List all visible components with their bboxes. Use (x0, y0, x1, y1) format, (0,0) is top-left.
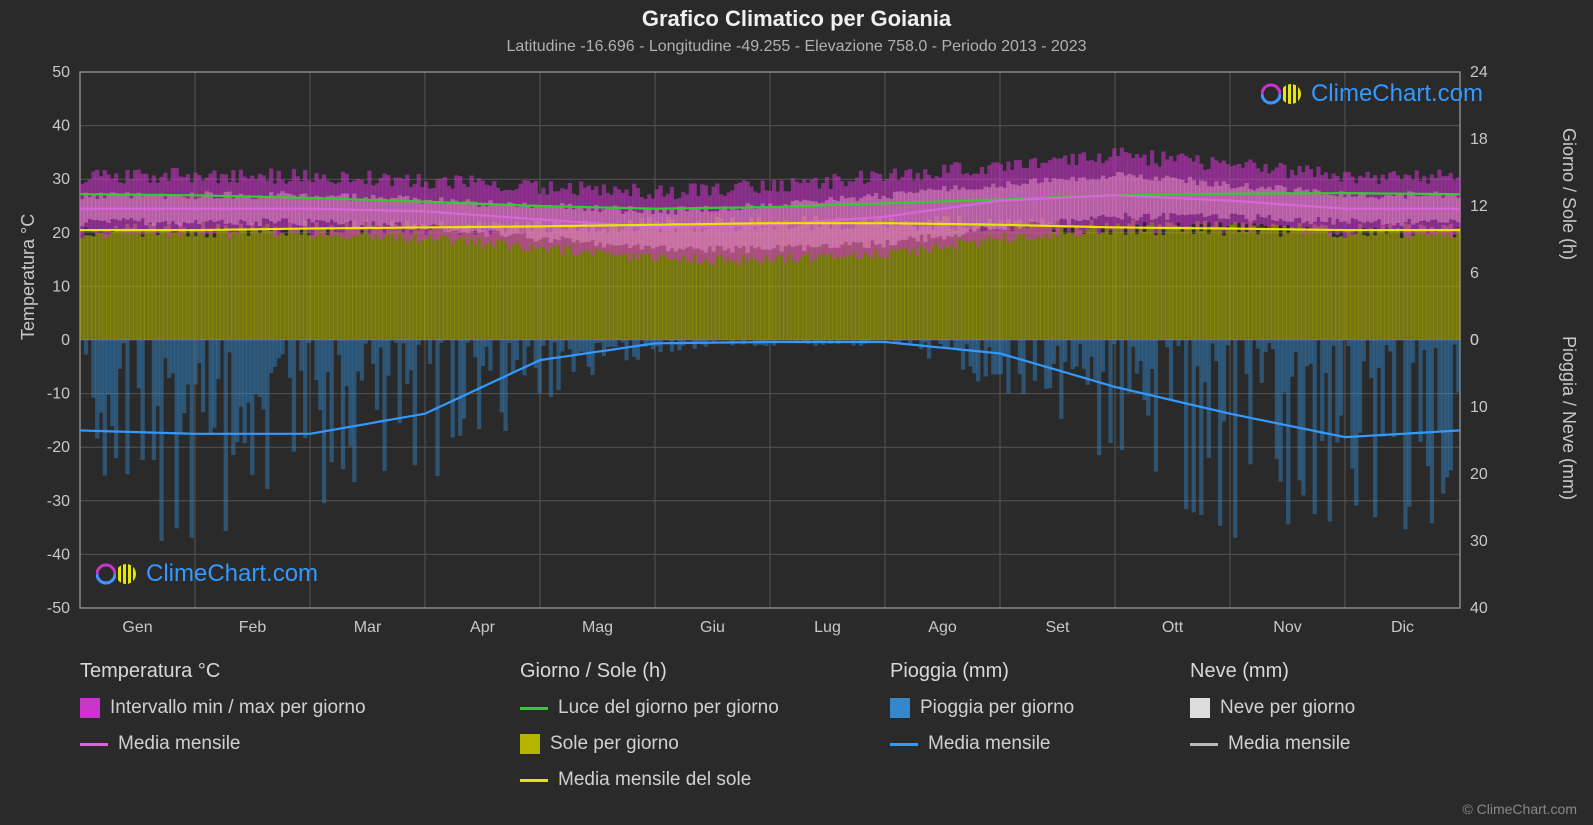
legend-label: Sole per giorno (550, 733, 679, 755)
svg-text:Nov: Nov (1273, 619, 1301, 636)
legend-item-rain-mean: Media mensile (890, 733, 1190, 755)
svg-text:Apr: Apr (470, 619, 496, 636)
climechart-logo-icon (96, 560, 140, 588)
svg-text:18: 18 (1470, 131, 1488, 148)
svg-text:12: 12 (1470, 198, 1488, 215)
svg-text:-40: -40 (47, 546, 70, 563)
legend-heading-snow: Neve (mm) (1190, 660, 1470, 683)
legend-label: Intervallo min / max per giorno (110, 697, 366, 719)
svg-text:40: 40 (52, 118, 70, 135)
chart-container: Grafico Climatico per Goiania Latitudine… (0, 0, 1593, 825)
watermark-text: ClimeChart.com (146, 560, 318, 588)
legend-label: Media mensile (118, 733, 241, 755)
legend-label: Neve per giorno (1220, 697, 1355, 719)
legend-heading-daysun: Giorno / Sole (h) (520, 660, 890, 683)
svg-text:-20: -20 (47, 439, 70, 456)
legend: Temperatura °C Intervallo min / max per … (80, 660, 1500, 791)
plot-area: -50-40-30-20-100102030405006121824010203… (80, 72, 1460, 608)
svg-text:0: 0 (61, 332, 70, 349)
temp-mean-line-icon (80, 743, 108, 746)
snow-mean-line-icon (1190, 743, 1218, 746)
legend-item-snow-daily: Neve per giorno (1190, 697, 1470, 719)
svg-text:Mar: Mar (354, 619, 382, 636)
svg-text:Set: Set (1045, 619, 1070, 636)
legend-item-temp-mean: Media mensile (80, 733, 520, 755)
svg-text:10: 10 (52, 278, 70, 295)
svg-text:Dic: Dic (1391, 619, 1414, 636)
svg-text:Gen: Gen (122, 619, 152, 636)
svg-text:-10: -10 (47, 386, 70, 403)
svg-text:Lug: Lug (814, 619, 841, 636)
svg-text:24: 24 (1470, 64, 1488, 81)
legend-heading-temp: Temperatura °C (80, 660, 520, 683)
svg-text:6: 6 (1470, 265, 1479, 282)
svg-text:Feb: Feb (239, 619, 267, 636)
watermark-bottom: ClimeChart.com (96, 560, 318, 588)
daylight-line-icon (520, 707, 548, 710)
svg-text:-50: -50 (47, 600, 70, 617)
svg-text:20: 20 (52, 225, 70, 242)
svg-text:30: 30 (52, 171, 70, 188)
y-right-top-axis-label: Giorno / Sole (h) (1558, 128, 1579, 260)
legend-label: Media mensile (1228, 733, 1351, 755)
legend-item-daylight: Luce del giorno per giorno (520, 697, 890, 719)
svg-text:Giu: Giu (700, 619, 725, 636)
legend-label: Media mensile del sole (558, 769, 751, 791)
chart-title: Grafico Climatico per Goiania (0, 6, 1593, 32)
watermark-top: ClimeChart.com (1261, 80, 1483, 108)
svg-text:Ott: Ott (1162, 619, 1184, 636)
legend-label: Media mensile (928, 733, 1051, 755)
legend-item-sun-fill: Sole per giorno (520, 733, 890, 755)
svg-text:20: 20 (1470, 466, 1488, 483)
rain-mean-line-icon (890, 743, 918, 746)
svg-text:Ago: Ago (928, 619, 957, 636)
svg-text:10: 10 (1470, 399, 1488, 416)
legend-item-sun-mean: Media mensile del sole (520, 769, 890, 791)
sun-swatch-icon (520, 734, 540, 754)
svg-text:40: 40 (1470, 600, 1488, 617)
legend-item-snow-mean: Media mensile (1190, 733, 1470, 755)
legend-label: Pioggia per giorno (920, 697, 1074, 719)
climechart-logo-icon (1261, 80, 1305, 108)
svg-text:-30: -30 (47, 493, 70, 510)
y-left-axis-label: Temperatura °C (18, 214, 39, 340)
rain-swatch-icon (890, 698, 910, 718)
legend-item-rain-daily: Pioggia per giorno (890, 697, 1190, 719)
legend-label: Luce del giorno per giorno (558, 697, 779, 719)
legend-heading-rain: Pioggia (mm) (890, 660, 1190, 683)
chart-subtitle: Latitudine -16.696 - Longitudine -49.255… (0, 38, 1593, 56)
legend-item-temp-range: Intervallo min / max per giorno (80, 697, 520, 719)
sun-mean-line-icon (520, 779, 548, 782)
copyright-text: © ClimeChart.com (1462, 801, 1577, 817)
svg-text:0: 0 (1470, 332, 1479, 349)
y-right-bottom-axis-label: Pioggia / Neve (mm) (1558, 336, 1579, 500)
svg-text:30: 30 (1470, 533, 1488, 550)
temp-range-swatch-icon (80, 698, 100, 718)
svg-text:Mag: Mag (582, 619, 613, 636)
svg-text:50: 50 (52, 64, 70, 81)
snow-swatch-icon (1190, 698, 1210, 718)
watermark-text: ClimeChart.com (1311, 80, 1483, 108)
